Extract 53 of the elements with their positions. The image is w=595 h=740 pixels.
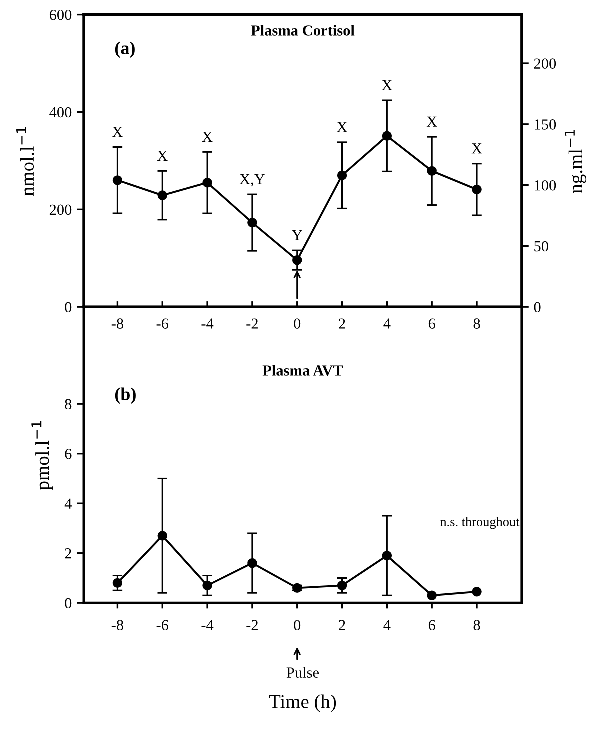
y2-axis-title: ng.ml$^{−1}$ [564,130,587,194]
y-tick-label: 0 [65,302,72,313]
x-tick-label: -2 [246,318,258,329]
annotation: X [382,80,392,90]
x-tick-label: 4 [384,620,391,630]
text: Plasma Cortisol [251,25,355,36]
annotation: X [112,127,123,138]
x-tick-label: -4 [202,620,214,630]
annotation: n.s. throughout [440,517,520,530]
y2-tick-label: 100 [535,180,556,191]
x-tick-label: 0 [294,318,301,329]
y-tick-label: 4 [64,498,72,509]
x-axis-title: Time (h) [269,694,336,712]
x-tick-label: -8 [112,620,124,631]
y-tick-label: 0 [65,598,72,609]
y-tick-label: 200 [50,204,72,216]
point [472,587,482,597]
point [427,590,437,600]
y2-tick-label: 50 [534,241,548,252]
x-tick-label: 4 [384,318,391,329]
y-axis-title: pmol.l$^{−1}$ [32,421,54,490]
x-tick-label: -6 [156,318,169,329]
x-tick-label: 8 [474,318,480,329]
y2-tick-label: 0 [534,302,541,313]
x-tick-label: -2 [246,620,258,630]
y-tick-label: 400 [50,107,72,118]
y-tick-label: 2 [65,548,72,559]
annotation: Y [292,230,302,240]
annotation: X [202,132,213,142]
x-tick-label: -8 [112,318,124,329]
x-tick-label: 0 [294,620,301,631]
annotation: (b) [115,388,136,404]
x-tick-label: 6 [428,620,436,631]
annotation: X [426,116,438,127]
x-tick-label: 6 [428,318,436,329]
y-axis-title: nmol.l$^{−1}$ [16,127,34,196]
annotation: X [472,144,482,154]
x-tick-label: 2 [339,318,346,329]
annotation: X [337,122,348,132]
annotation: X [157,150,168,161]
text: Pulse [286,667,319,678]
x-tick-label: -6 [156,620,169,631]
x-tick-label: 2 [339,620,346,630]
y2-tick-label: 150 [535,120,556,130]
y-tick-label: 600 [50,10,72,20]
x-tick-label: -4 [202,318,214,329]
y-tick-label: 6 [65,449,72,460]
x-tick-label: 8 [474,620,480,631]
text: Plasma AVT [262,365,344,376]
y2-tick-label: 200 [534,58,556,69]
y-tick-label: 8 [65,399,72,410]
annotation: (a) [115,42,135,58]
annotation: X,Y [240,174,265,187]
